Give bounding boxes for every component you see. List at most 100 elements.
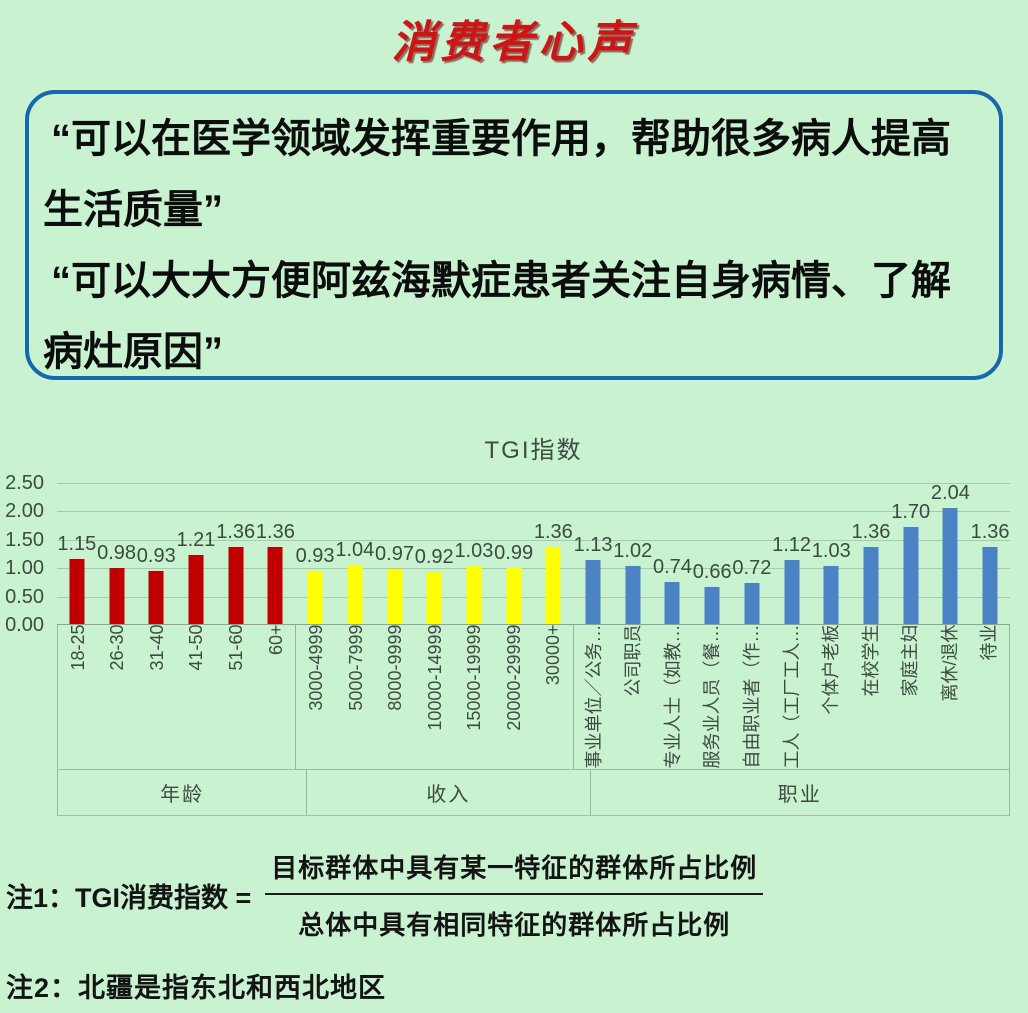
bar-slot: 0.72 [732,483,772,624]
bar-value-label: 0.93 [136,545,176,568]
bar [148,571,164,624]
x-label-slot: 41-50 [177,625,217,770]
bar [387,568,402,624]
bar [307,571,323,624]
x-tick-label: 5000-7999 [345,624,366,711]
bar-slot: 1.36 [851,483,891,624]
bar [267,546,283,624]
y-tick-label: 0.50 [5,585,44,608]
bar-value-label: 1.36 [216,520,256,543]
x-label-group-收入: 3000-4999 5000-7999 8000-9999 10000-14999 15… [296,624,575,770]
bar [704,586,720,624]
bar-value-label: 0.93 [295,545,335,568]
x-tick-label: 8000-9999 [385,624,406,711]
group-label-职业: 职业 [591,770,1010,815]
x-label-slot: 31-40 [137,625,177,770]
x-tick-label: 10000-14999 [424,624,445,731]
x-label-slot: 5000-7999 [336,625,376,770]
bar [784,560,800,624]
bar-value-label: 1.02 [613,540,653,563]
bar-slot: 1.70 [891,483,931,624]
x-tick-label: 15000-19999 [464,624,485,731]
tgi-bar-chart: TGI指数 2.50 2.00 1.50 1.00 0.50 0.00 1.15 0.98 0… [0,420,1028,820]
x-tick-label: 离休/退休 [939,624,960,702]
bar-slot: 0.66 [692,483,732,624]
bar-value-label: 1.15 [57,532,97,555]
x-tick-label: 60+ [265,624,286,656]
bar-slot: 0.98 [97,483,137,624]
fraction-denominator: 总体中具有相同特征的群体所占比例 [298,910,731,940]
bar [228,546,244,624]
x-tick-label: 个体户老板 [821,624,842,715]
bar-value-label: 0.74 [652,555,692,578]
bar-slot: 0.93 [295,483,335,624]
bar-value-label: 1.12 [772,534,812,557]
x-tick-label: 20000-29999 [503,624,524,731]
bar-slot: 1.36 [533,483,573,624]
x-label-slot: 待业 [970,625,1010,770]
bar-slot: 1.13 [573,483,613,624]
fraction-numerator: 目标群体中具有某一特征的群体所占比例 [271,853,758,883]
x-label-group-职业: 事业单位／公务… 公司职员 专业人士（如教… 服务业人员（餐… 自由职业者（作… 工人（工… [574,625,1010,769]
x-label-slot: 离休/退休 [930,625,970,770]
x-label-slot: 30000+ [534,625,574,770]
bar-value-label: 1.70 [891,501,931,524]
x-tick-label: 30000+ [543,624,564,686]
bar-slot: 0.99 [494,483,534,624]
bar-slot: 0.92 [414,483,454,624]
note1: 注1：TGI消费指数 = 目标群体中具有某一特征的群体所占比例 总体中具有相同特… [6,848,1026,942]
y-tick-label: 1.50 [5,528,44,551]
x-label-slot: 服务业人员（餐… [693,625,733,770]
bar-slot: 1.21 [176,483,216,624]
x-tick-label: 公司职员 [623,624,644,697]
x-label-slot: 15000-19999 [454,625,494,770]
tgi-formula-fraction: 目标群体中具有某一特征的群体所占比例 总体中具有相同特征的群体所占比例 [265,848,764,942]
bar-value-label: 1.36 [255,520,295,543]
bar-slot: 1.12 [772,483,812,624]
y-tick-label: 0.00 [5,614,44,636]
plot-area: 1.15 0.98 0.93 1.21 1.36 1.36 0.93 1.04 0.97 0.92… [57,483,1010,625]
bar [863,546,879,624]
x-tick-label: 41-50 [186,624,207,671]
gridline [57,511,1010,513]
x-tick-label: 26-30 [107,624,128,671]
x-label-group-年龄: 18-25 26-30 31-40 41-50 51-60 60+ [57,625,297,770]
quote-paragraph-1: “可以在医学领域发挥重要作用，帮助很多病人提高生活质量” [43,117,951,232]
x-axis-labels: 18-25 26-30 31-40 41-50 51-60 60+ 3000-4999 500… [57,625,1010,770]
x-label-slot: 工人（工厂工人… [772,625,812,770]
y-tick-label: 2.00 [5,500,44,523]
bar-slot: 0.97 [375,483,415,624]
bar-value-label: 1.36 [970,520,1010,543]
bar [347,564,363,624]
bar [585,559,601,624]
x-label-slot: 事业单位／公务… [574,625,614,770]
x-label-slot: 在校学生 [851,625,891,770]
x-tick-label: 专业人士（如教… [662,624,683,769]
bar [545,546,561,624]
bar [942,508,958,624]
x-label-slot: 60+ [256,625,296,770]
x-tick-label: 家庭主妇 [900,624,921,697]
bar-value-label: 1.36 [851,520,891,543]
bar [426,571,442,624]
y-axis: 2.50 2.00 1.50 1.00 0.50 0.00 [0,472,50,636]
x-label-slot: 26-30 [98,625,138,770]
bar-slot: 1.36 [216,483,256,624]
bar-slot: 1.36 [970,483,1010,624]
x-label-slot: 自由职业者（作… [732,625,772,770]
bar-value-label: 1.36 [533,520,573,543]
gridline [57,539,1010,541]
bar [466,565,482,624]
bar-slot: 2.04 [931,483,971,624]
bar-value-label: 1.13 [573,533,613,556]
bar-slot: 1.02 [613,483,653,624]
x-label-slot: 8000-9999 [375,625,415,770]
bar-value-label: 0.92 [414,545,454,568]
note2: 注2：北疆是指东北和西北地区 [6,973,387,1003]
bar-value-label: 0.66 [692,560,732,583]
bar [69,558,85,624]
x-label-slot: 20000-29999 [494,625,534,770]
x-tick-label: 待业 [979,624,1000,661]
bar [506,567,522,624]
bar [982,546,998,624]
